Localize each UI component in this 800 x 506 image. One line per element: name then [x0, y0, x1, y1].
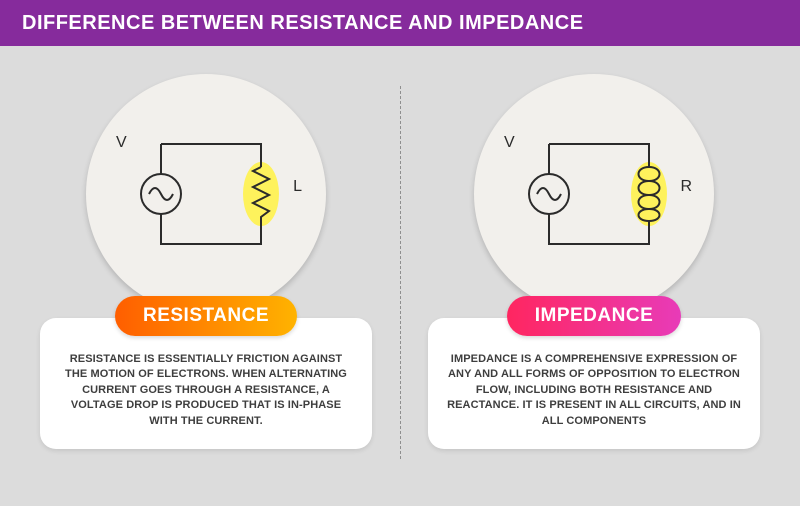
desc-card-left: RESISTANCE IS ESSENTIALLY FRICTION AGAIN… — [40, 318, 372, 449]
header-bar: DIFFERENCE BETWEEN RESISTANCE AND IMPEDA… — [0, 0, 800, 46]
label-v-left: V — [116, 134, 127, 152]
pill-impedance: IMPEDANCE — [507, 296, 682, 336]
label-l-left: L — [293, 178, 302, 196]
circuit-diagram-resistor — [121, 119, 291, 269]
pill-label-left: RESISTANCE — [143, 305, 269, 326]
vertical-divider — [400, 86, 401, 459]
label-r-right: R — [680, 178, 692, 196]
panels-row: V L RESISTANCE RESISTANCE IS ESSENTIALLY… — [0, 46, 800, 449]
pill-resistance: RESISTANCE — [115, 296, 297, 336]
circuit-circle-right: V R — [474, 74, 714, 314]
header-title: DIFFERENCE BETWEEN RESISTANCE AND IMPEDA… — [22, 12, 584, 35]
desc-card-right: IMPEDANCE IS A COMPREHENSIVE EXPRESSION … — [428, 318, 760, 449]
pill-label-right: IMPEDANCE — [535, 305, 654, 326]
circuit-circle-left: V L — [86, 74, 326, 314]
label-v-right: V — [504, 134, 515, 152]
infographic-canvas: DIFFERENCE BETWEEN RESISTANCE AND IMPEDA… — [0, 0, 800, 506]
desc-text-right: IMPEDANCE IS A COMPREHENSIVE EXPRESSION … — [446, 352, 742, 429]
panel-resistance: V L RESISTANCE RESISTANCE IS ESSENTIALLY… — [40, 74, 372, 449]
circuit-diagram-inductor — [509, 119, 679, 269]
panel-impedance: V R IMPEDANCE IMPEDANCE IS A COMPREHENSI… — [428, 74, 760, 449]
desc-text-left: RESISTANCE IS ESSENTIALLY FRICTION AGAIN… — [58, 352, 354, 429]
